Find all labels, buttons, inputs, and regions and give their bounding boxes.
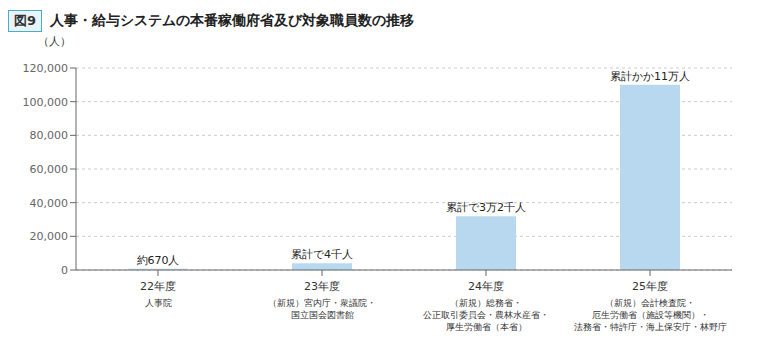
- html-text:図9: 図9: [14, 13, 36, 28]
- svg-text:人事院: 人事院: [145, 298, 172, 308]
- svg-text:120,000: 120,000: [23, 62, 69, 75]
- svg-text:累計かか11万人: 累計かか11万人: [610, 70, 690, 83]
- svg-text:40,000: 40,000: [30, 197, 69, 210]
- svg-text:約670人: 約670人: [137, 254, 180, 267]
- html-text:（人）: （人）: [38, 35, 71, 48]
- svg-text:（新規）宮内庁・衆議院・: （新規）宮内庁・衆議院・: [268, 298, 376, 308]
- svg-text:20,000: 20,000: [30, 230, 69, 243]
- svg-text:25年度: 25年度: [632, 280, 668, 293]
- svg-text:（新規）総務省・: （新規）総務省・: [450, 298, 522, 308]
- svg-text:（新規）会計検査院・: （新規）会計検査院・: [605, 298, 695, 308]
- svg-text:累計で3万2千人: 累計で3万2千人: [446, 201, 526, 214]
- svg-text:厄生労働省（施設等機関）・: 厄生労働省（施設等機関）・: [592, 310, 709, 320]
- svg-text:法務省・特許庁・海上保安庁・林野庁: 法務省・特許庁・海上保安庁・林野庁: [574, 322, 727, 332]
- svg-text:厚生労働省（本省）: 厚生労働省（本省）: [446, 322, 527, 332]
- svg-text:23年度: 23年度: [304, 280, 340, 293]
- svg-text:24年度: 24年度: [468, 280, 504, 293]
- svg-text:100,000: 100,000: [23, 96, 69, 109]
- svg-text:80,000: 80,000: [30, 129, 69, 142]
- svg-text:0: 0: [61, 264, 68, 277]
- svg-text:60,000: 60,000: [30, 163, 69, 176]
- svg-text:累計で4千人: 累計で4千人: [291, 248, 353, 261]
- html-text:人事・給与システムの本番稼働府省及び対象職員数の推移: 人事・給与システムの本番稼働府省及び対象職員数の推移: [50, 12, 414, 28]
- svg-text:公正取引委員会・農林水産省・: 公正取引委員会・農林水産省・: [423, 310, 549, 320]
- svg-text:22年度: 22年度: [140, 280, 176, 293]
- svg-text:国立国会図書館: 国立国会図書館: [291, 310, 354, 320]
